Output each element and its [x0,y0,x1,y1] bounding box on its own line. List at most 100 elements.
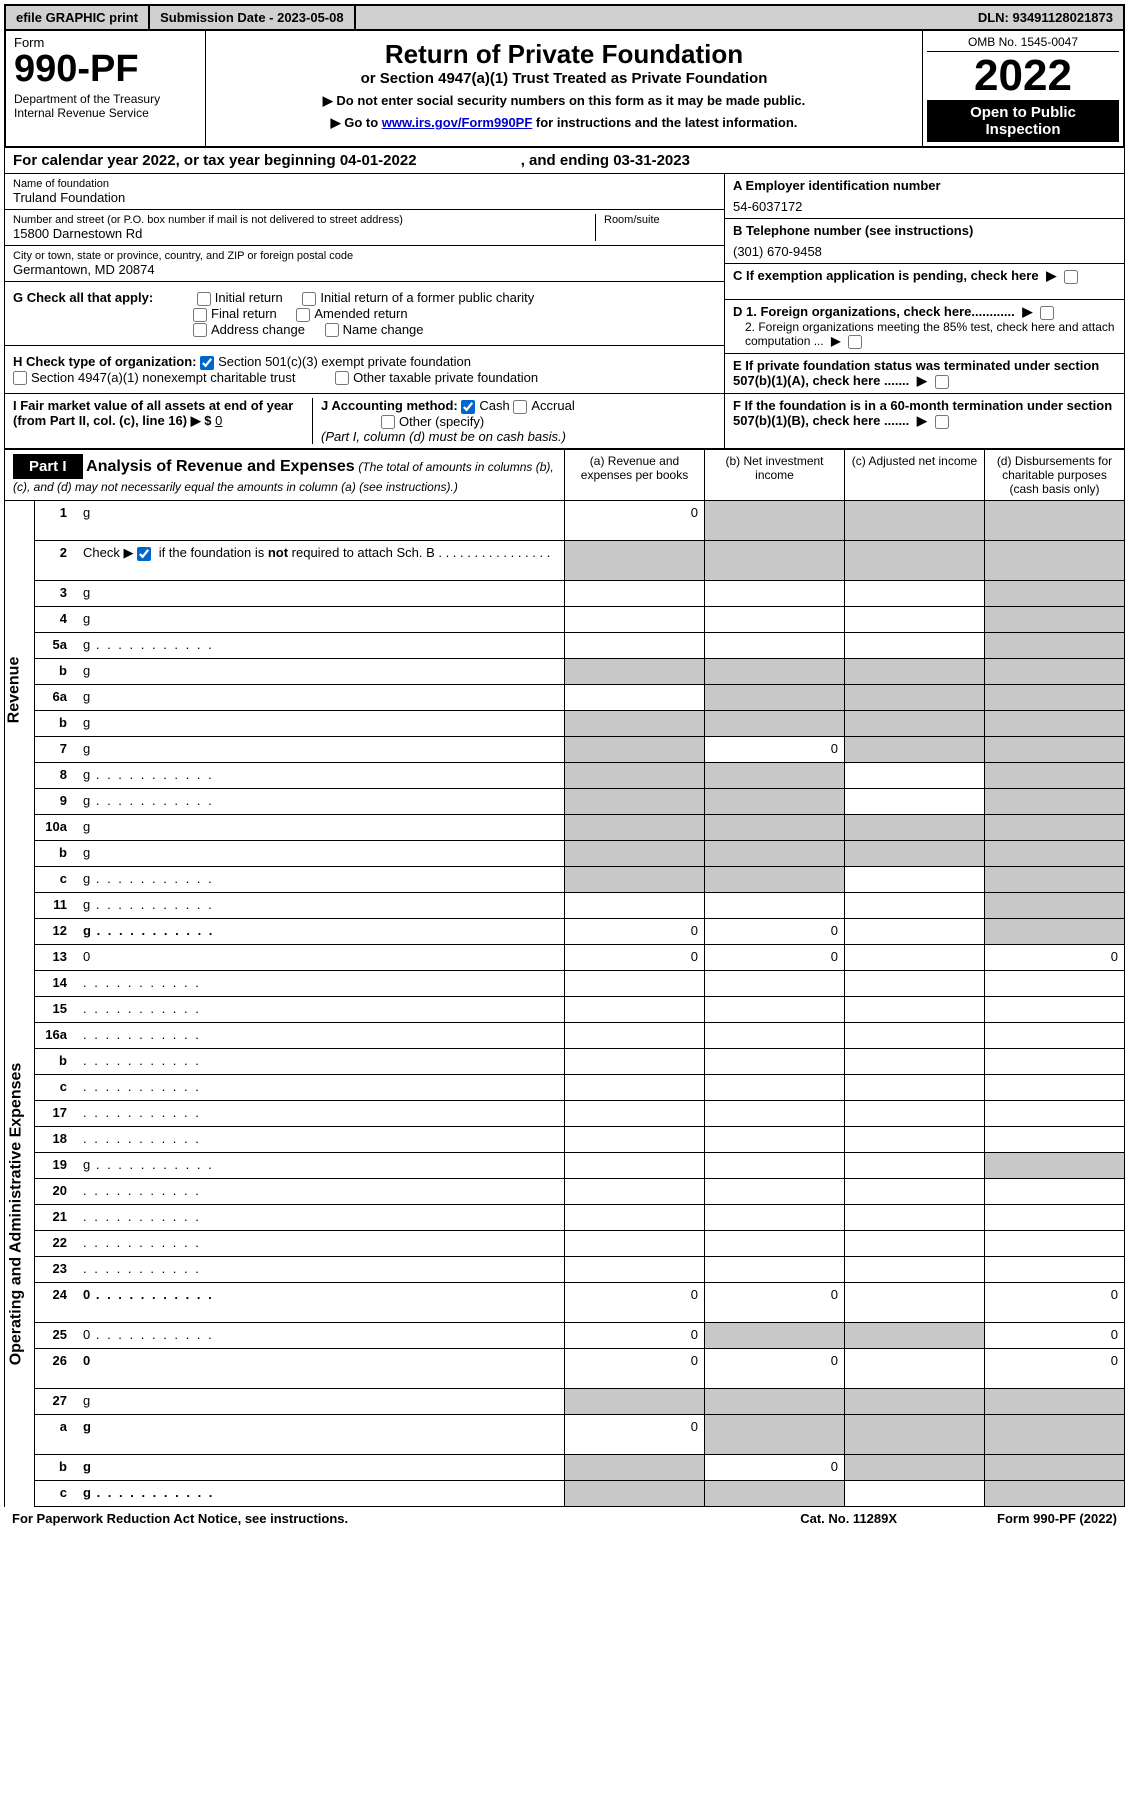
footer-center: Cat. No. 11289X [800,1511,897,1526]
table-row: 21 [35,1205,1125,1231]
table-row: 3g [35,581,1125,607]
page-footer: For Paperwork Reduction Act Notice, see … [4,1507,1125,1530]
table-row: 1g0 [35,501,1125,541]
room-label: Room/suite [604,214,716,226]
instr2: ▶ Go to www.irs.gov/Form990PF for instru… [214,115,914,131]
table-row: 20 [35,1179,1125,1205]
table-row: 27g [35,1389,1125,1415]
table-row: bg [35,841,1125,867]
table-row: cg [35,1481,1125,1507]
top-bar: efile GRAPHIC print Submission Date - 20… [4,4,1125,31]
submission-date: Submission Date - 2023-05-08 [150,6,356,29]
part-title: Analysis of Revenue and Expenses [86,458,355,475]
e-checkbox[interactable] [935,375,949,389]
ein: 54-6037172 [733,199,1116,214]
g-section: G Check all that apply: Initial return I… [5,282,724,346]
table-row: bg [35,711,1125,737]
table-row: 11g [35,893,1125,919]
name-label: Name of foundation [13,178,716,190]
efile-label: efile GRAPHIC print [6,6,150,29]
irs-label: Internal Revenue Service [14,106,197,120]
phone-label: B Telephone number (see instructions) [733,223,1116,238]
g-name[interactable]: Name change [325,322,424,337]
j-other[interactable]: Other (specify) [381,414,484,429]
table-row: 10ag [35,815,1125,841]
instr1: ▶ Do not enter social security numbers o… [214,93,914,109]
table-row: 18 [35,1127,1125,1153]
d2-checkbox[interactable] [848,335,862,349]
g-address[interactable]: Address change [193,322,305,337]
form-number: 990-PF [14,50,197,88]
f-checkbox[interactable] [935,415,949,429]
g-final[interactable]: Final return [193,306,277,321]
table-row: cg [35,867,1125,893]
col-c: (c) Adjusted net income [844,450,984,500]
calendar-year-line: For calendar year 2022, or tax year begi… [4,148,1125,174]
col-b: (b) Net investment income [704,450,844,500]
table-row: bg0 [35,1455,1125,1481]
table-row: 9g [35,789,1125,815]
table-row: 16a [35,1023,1125,1049]
h-other[interactable]: Other taxable private foundation [335,370,538,385]
table-row: 19g [35,1153,1125,1179]
j-accrual[interactable]: Accrual [513,398,574,413]
col-a: (a) Revenue and expenses per books [564,450,704,500]
footer-left: For Paperwork Reduction Act Notice, see … [12,1511,348,1526]
h-section: H Check type of organization: Section 50… [5,346,724,394]
g-amended[interactable]: Amended return [296,306,407,321]
city: Germantown, MD 20874 [13,262,716,277]
opex-sidebar: Operating and Administrative Expenses [5,945,35,1507]
table-row: 260000 [35,1349,1125,1389]
dept-label: Department of the Treasury [14,92,197,106]
d1-checkbox[interactable] [1040,306,1054,320]
table-row: 23 [35,1257,1125,1283]
d-section: D 1. Foreign organizations, check here..… [725,300,1124,354]
info-grid: Name of foundation Truland Foundation Nu… [4,174,1125,449]
city-label: City or town, state or province, country… [13,250,716,262]
table-row: ag0 [35,1415,1125,1455]
table-row: 240000 [35,1283,1125,1323]
tax-year: 2022 [927,52,1119,100]
footer-right: Form 990-PF (2022) [997,1511,1117,1526]
table-row: 5ag [35,633,1125,659]
table-row: 4g [35,607,1125,633]
table-row: b [35,1049,1125,1075]
table-row: 14 [35,971,1125,997]
phone: (301) 670-9458 [733,244,1116,259]
form-header: Form 990-PF Department of the Treasury I… [4,31,1125,148]
c-checkbox[interactable] [1064,270,1078,284]
table-row: 17 [35,1101,1125,1127]
table-row: 6ag [35,685,1125,711]
g-initial[interactable]: Initial return [197,290,283,305]
opex-table: 130000141516abc171819g202122232400002500… [35,945,1125,1507]
col-d: (d) Disbursements for charitable purpose… [984,450,1124,500]
part-label: Part I [13,454,83,479]
omb-number: OMB No. 1545-0047 [927,35,1119,52]
table-row: 2Check ▶ if the foundation is not requir… [35,541,1125,581]
table-row: bg [35,659,1125,685]
subtitle: or Section 4947(a)(1) Trust Treated as P… [214,70,914,87]
table-row: c [35,1075,1125,1101]
part1-header: Part I Analysis of Revenue and Expenses … [4,449,1125,501]
dln: DLN: 93491128021873 [968,6,1123,29]
irs-link[interactable]: www.irs.gov/Form990PF [382,115,533,130]
address: 15800 Darnestown Rd [13,226,587,241]
g-initial-former[interactable]: Initial return of a former public charit… [302,290,534,305]
table-row: 25000 [35,1323,1125,1349]
h-4947[interactable]: Section 4947(a)(1) nonexempt charitable … [13,370,295,385]
c-section: C If exemption application is pending, c… [725,264,1124,300]
revenue-sidebar: Revenue [5,501,35,945]
ein-label: A Employer identification number [733,178,1116,193]
h-501c3[interactable]: Section 501(c)(3) exempt private foundat… [200,354,471,369]
main-title: Return of Private Foundation [214,39,914,70]
inspection-label: Open to Public Inspection [927,100,1119,142]
table-row: 15 [35,997,1125,1023]
j-cash[interactable]: Cash [461,398,509,413]
f-section: F If the foundation is in a 60-month ter… [725,394,1124,433]
table-row: 7g0 [35,737,1125,763]
addr-label: Number and street (or P.O. box number if… [13,214,587,226]
i-label: I Fair market value of all assets at end… [13,398,293,428]
table-row: 130000 [35,945,1125,971]
i-value: 0 [215,413,222,428]
table-row: 12g00 [35,919,1125,945]
